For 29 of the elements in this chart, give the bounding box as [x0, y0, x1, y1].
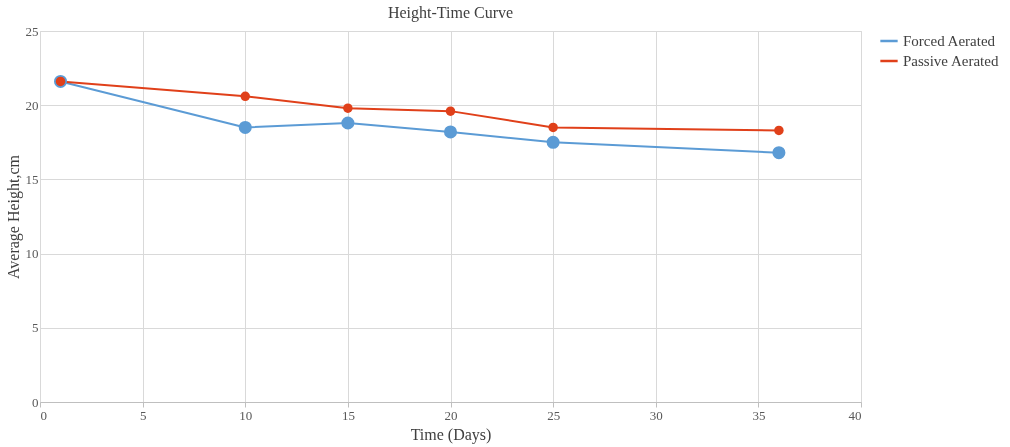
point [774, 125, 784, 136]
point [546, 135, 560, 149]
y-tick-label: 10 [25, 246, 39, 262]
x-tick-label: 35 [752, 407, 766, 423]
chart-title: Height-Time Curve [387, 4, 514, 22]
point [341, 116, 355, 130]
x-tick-label: 15 [341, 407, 355, 423]
point [343, 103, 353, 113]
y-tick-label: 25 [25, 23, 39, 39]
y-tick-label: 5 [32, 320, 39, 336]
y-tick-label: 20 [25, 97, 39, 113]
x-tick-label: 5 [139, 407, 147, 423]
y-tick-label: 0 [32, 394, 39, 410]
legend-label: Passive Aerated [903, 53, 999, 69]
x-axis-title: Time (Days) [410, 425, 492, 444]
point [445, 106, 456, 116]
y-tick-label: 15 [25, 171, 39, 187]
x-tick-label: 25 [547, 407, 561, 423]
point [772, 146, 786, 160]
point [548, 122, 558, 133]
legend-label: Forced Aerated [903, 33, 996, 49]
point [240, 91, 250, 102]
point [443, 125, 458, 139]
x-tick-label: 40 [848, 407, 862, 423]
y-axis-title: Average Height,cm [4, 154, 23, 280]
x-tick-label: 30 [649, 407, 663, 423]
point [238, 120, 252, 134]
x-tick-label: 20 [444, 407, 458, 423]
x-tick-label: 10 [239, 407, 253, 423]
